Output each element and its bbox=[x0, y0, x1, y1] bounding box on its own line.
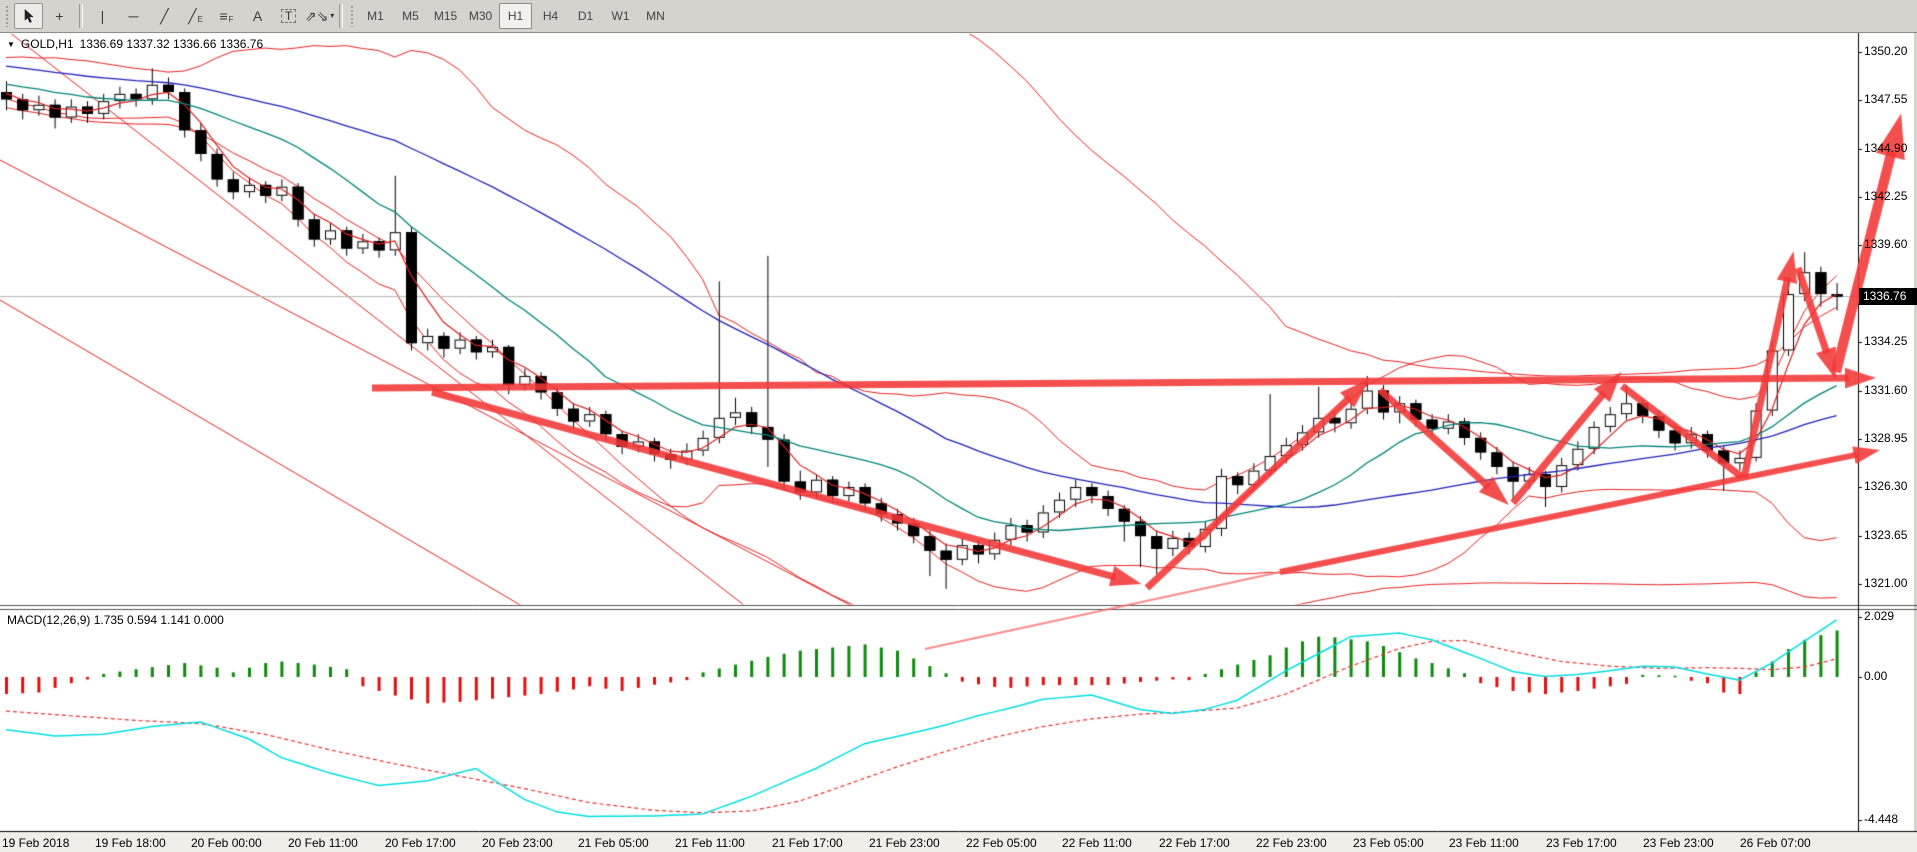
timeframe-h4-button[interactable]: H4 bbox=[542, 9, 559, 23]
chart-header: ▼ GOLD,H1 1336.69 1337.32 1336.66 1336.7… bbox=[7, 37, 263, 51]
text-tool[interactable]: A bbox=[243, 3, 272, 29]
dropdown-caret-icon: ▾ bbox=[330, 11, 335, 20]
time-axis-label: 22 Feb 23:00 bbox=[1256, 836, 1327, 850]
fibonacci-tool-icon: ≡ bbox=[219, 8, 228, 24]
time-axis-label: 26 Feb 07:00 bbox=[1740, 836, 1811, 850]
price-axis-label: 1347.55 bbox=[1864, 92, 1908, 106]
toolbar: + | ─ ╱ ╱ E ≡ F A T ⇗⇘ ▾ M1 M5 M15 M30 H1 H4 D1 W1 MN bbox=[0, 0, 1917, 33]
fibonacci-tool[interactable]: ≡ F bbox=[212, 3, 241, 29]
time-axis-label: 20 Feb 23:00 bbox=[482, 836, 553, 850]
timeframe-d1-button[interactable]: D1 bbox=[577, 9, 594, 23]
price-axis-label: 1350.20 bbox=[1864, 44, 1908, 58]
time-axis-label: 23 Feb 11:00 bbox=[1449, 836, 1519, 850]
time-axis-label: 19 Feb 2018 bbox=[2, 836, 70, 850]
text-tool-icon: A bbox=[252, 8, 263, 24]
price-axis-label: 1323.65 bbox=[1864, 528, 1908, 542]
crosshair-tool[interactable]: + bbox=[45, 3, 74, 29]
timeframe-m30-button[interactable]: M30 bbox=[468, 9, 493, 23]
horizontal-line-tool[interactable]: ─ bbox=[119, 3, 148, 29]
time-axis-label: 21 Feb 17:00 bbox=[772, 836, 843, 850]
time-axis-label: 23 Feb 23:00 bbox=[1643, 836, 1714, 850]
trendline-tool-icon: ╱ bbox=[160, 8, 169, 24]
price-axis-label: 1339.60 bbox=[1864, 237, 1908, 251]
text-label-tool-icon: T bbox=[280, 9, 297, 23]
price-axis-label: 1331.60 bbox=[1864, 383, 1908, 397]
time-axis-label: 20 Feb 11:00 bbox=[288, 836, 358, 850]
toolbar-drag-handle[interactable] bbox=[5, 5, 10, 27]
equidistant-channel-tool[interactable]: ╱ E bbox=[181, 3, 210, 29]
symbol-ohlc-values: 1336.69 1337.32 1336.66 1336.76 bbox=[79, 37, 264, 51]
cursor-icon bbox=[24, 8, 34, 23]
text-label-tool[interactable]: T bbox=[274, 3, 303, 29]
toolbar-separator bbox=[339, 4, 343, 28]
price-axis-label: 1334.25 bbox=[1864, 334, 1908, 348]
time-axis-label: 22 Feb 17:00 bbox=[1159, 836, 1230, 850]
arrows-tool-icon: ⇗⇘ bbox=[304, 8, 329, 24]
time-axis-label: 20 Feb 17:00 bbox=[385, 836, 456, 850]
toolbar-separator bbox=[79, 4, 83, 28]
time-axis-label: 22 Feb 05:00 bbox=[966, 836, 1037, 850]
current-price-tag: 1336.76 bbox=[1859, 288, 1917, 305]
timeframe-m1-button[interactable]: M1 bbox=[367, 9, 384, 23]
time-axis-label: 23 Feb 05:00 bbox=[1353, 836, 1424, 850]
time-axis-label: 21 Feb 05:00 bbox=[578, 836, 649, 850]
timeframe-m15-button[interactable]: M15 bbox=[433, 9, 458, 23]
timeframe-mn-button[interactable]: MN bbox=[646, 9, 665, 23]
macd-axis-label: -4.448 bbox=[1864, 812, 1899, 826]
time-axis-label: 21 Feb 23:00 bbox=[869, 836, 940, 850]
crosshair-tool-icon: + bbox=[55, 8, 64, 24]
cursor-tool[interactable] bbox=[14, 3, 43, 29]
vertical-line-tool-icon: | bbox=[100, 8, 105, 24]
fibonacci-tool-letter: F bbox=[228, 15, 234, 24]
time-axis-label: 20 Feb 00:00 bbox=[191, 836, 262, 850]
price-axis-label: 1321.00 bbox=[1864, 576, 1908, 590]
time-axis-label: 22 Feb 11:00 bbox=[1062, 836, 1132, 850]
toolbar-drag-handle[interactable] bbox=[350, 5, 355, 27]
vertical-line-tool[interactable]: | bbox=[88, 3, 117, 29]
timeframe-w1-button[interactable]: W1 bbox=[611, 9, 630, 23]
time-axis-label: 23 Feb 17:00 bbox=[1546, 836, 1617, 850]
collapse-chart-icon[interactable]: ▼ bbox=[7, 39, 15, 49]
time-axis-label: 21 Feb 11:00 bbox=[675, 836, 745, 850]
price-axis-label: 1344.90 bbox=[1864, 141, 1908, 155]
price-axis-label: 1342.25 bbox=[1864, 189, 1908, 203]
macd-axis-label: 2.029 bbox=[1864, 609, 1895, 623]
trendline-tool[interactable]: ╱ bbox=[150, 3, 179, 29]
arrows-tool[interactable]: ⇗⇘ ▾ bbox=[305, 3, 334, 29]
horizontal-line-tool-icon: ─ bbox=[128, 8, 139, 24]
macd-axis-label: 0.00 bbox=[1864, 669, 1888, 683]
timeframe-h1-button[interactable]: H1 bbox=[499, 3, 532, 29]
equidistant-channel-tool-letter: E bbox=[197, 15, 203, 24]
price-axis-label: 1326.30 bbox=[1864, 479, 1908, 493]
time-axis-label: 19 Feb 18:00 bbox=[95, 836, 166, 850]
price-axis-label: 1328.95 bbox=[1864, 431, 1908, 445]
macd-indicator-label: MACD(12,26,9) 1.735 0.594 1.141 0.000 bbox=[7, 613, 224, 627]
equidistant-channel-tool-icon: ╱ bbox=[188, 8, 197, 24]
timeframe-m5-button[interactable]: M5 bbox=[402, 9, 419, 23]
symbol-title: GOLD,H1 bbox=[20, 37, 74, 51]
